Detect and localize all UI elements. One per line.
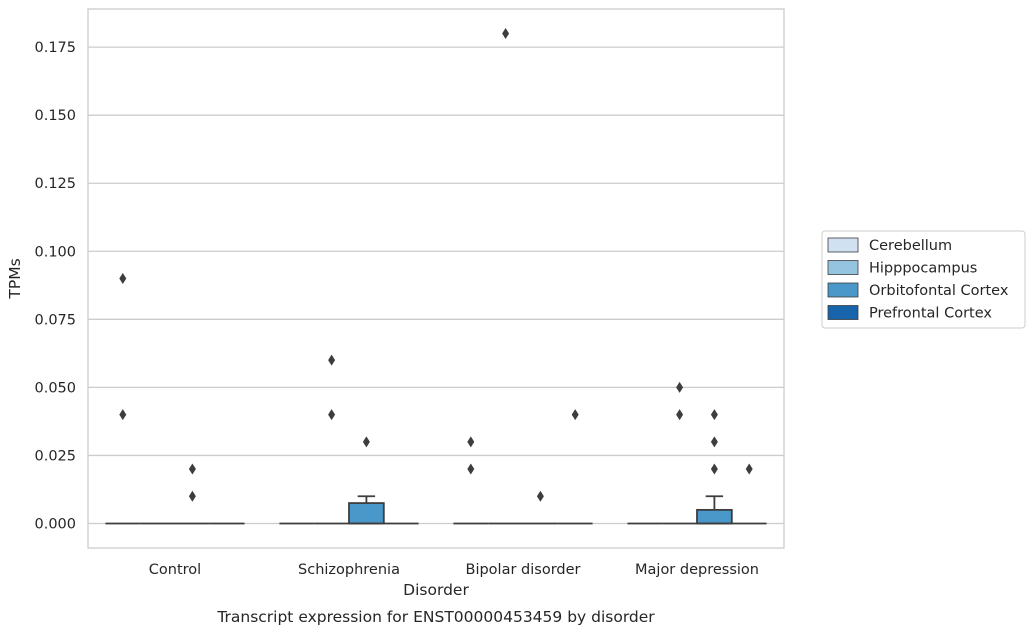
outlier-point [362,436,370,448]
outlier-point [188,463,196,475]
x-tick-label: Schizophrenia [298,562,400,578]
box-group [523,490,558,525]
legend-label: Prefrontal Cortex [869,306,992,322]
box-group [557,409,593,525]
outlier-point [119,273,127,284]
outlier-point [188,490,196,502]
y-tick-label: 0.175 [34,40,76,56]
outlier-point [710,409,718,421]
x-tick-label: Major depression [635,562,759,578]
y-axis-ticks: 0.000 0.025 0.050 0.075 0.100 0.125 0.150 0.175 [34,40,76,532]
y-tick-label: 0.150 [34,108,76,124]
box-group [696,409,733,525]
x-tick-label: Control [149,562,201,578]
legend-label: Cerebellum [869,238,952,254]
box-series [105,28,767,525]
box-group [348,436,385,525]
outlier-point [676,381,684,393]
box-group [105,273,141,525]
y-tick-label: 0.000 [34,517,76,533]
outlier-point [745,463,753,475]
outlier-point [571,409,579,421]
outlier-point [536,490,544,502]
outlier-point [328,354,336,366]
box [348,502,385,525]
outlier-point [710,463,718,475]
legend-swatch [827,282,859,298]
x-tick-label: Bipolar disorder [466,562,581,578]
legend-swatch [827,260,859,275]
legend: Cerebellum Hipppocampus Orbitofontal Corte… [821,230,1026,329]
outlier-point [328,409,336,421]
y-tick-label: 0.025 [34,448,76,464]
y-tick-label: 0.100 [34,244,76,260]
legend-swatch [827,305,859,320]
legend-swatch [827,237,859,253]
outlier-point [502,28,510,39]
outlier-point [710,436,718,448]
y-axis-label: TPMs [6,258,24,299]
legend-label: Orbitofontal Cortex [869,283,1009,299]
gridlines [88,46,784,525]
x-axis-label: Disorder [403,581,469,599]
box-group [314,354,349,525]
box-group [731,463,767,525]
box-group [488,28,523,525]
outlier-point [467,436,475,448]
y-tick-label: 0.125 [34,176,76,192]
figure-caption: Transcript expression for ENST0000045345… [216,608,655,626]
outlier-point [119,409,127,421]
y-tick-label: 0.050 [34,380,76,396]
legend-frame [821,230,1026,329]
box-group [453,436,489,525]
box-group [175,463,210,525]
y-tick-label: 0.075 [34,312,76,328]
outlier-point [467,463,475,475]
legend-label: Hipppocampus [869,261,977,277]
box [696,508,733,525]
plot-frame [87,8,785,549]
outlier-point [676,409,684,421]
x-axis-ticks: Control Schizophrenia Bipolar disorder Majo… [149,562,759,578]
box-group [662,381,697,525]
